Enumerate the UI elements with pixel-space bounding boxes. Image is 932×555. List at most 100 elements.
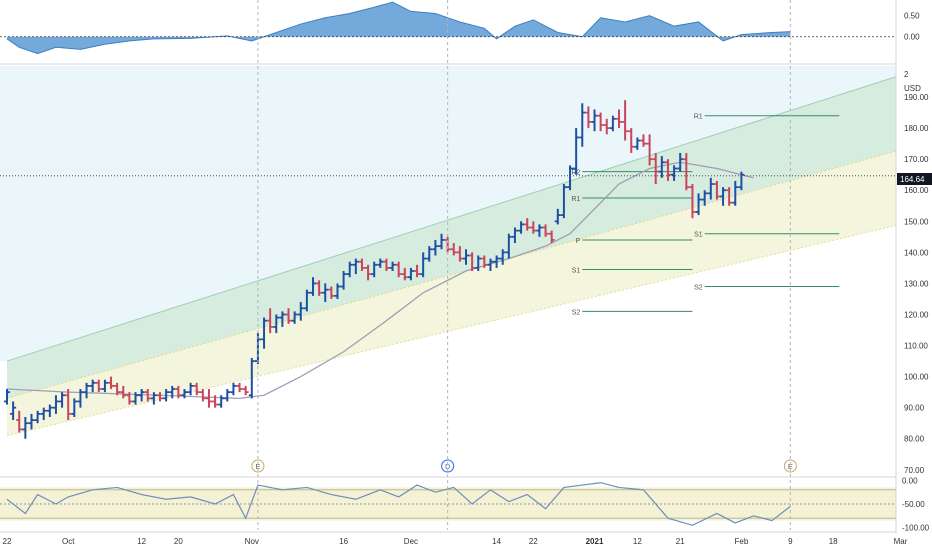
time-tick-label: 20 — [174, 537, 183, 546]
ohlc-bar — [52, 395, 59, 414]
ohlc-bar — [407, 267, 414, 281]
ohlc-bar — [738, 171, 745, 191]
ohlc-bar — [414, 264, 421, 278]
ohlc-bar — [481, 255, 488, 268]
time-tick-label: 9 — [788, 537, 793, 546]
ohlc-bar — [671, 165, 678, 181]
ohlc-bar — [10, 401, 17, 421]
ohlc-bar — [463, 249, 469, 265]
ohlc-bar — [169, 385, 176, 399]
ohlc-bar — [187, 382, 194, 396]
ohlc-bar — [720, 187, 727, 206]
price-tick-label: 90.00 — [904, 404, 925, 413]
ohlc-bar — [505, 233, 512, 259]
ohlc-bar — [683, 152, 690, 191]
ohlc-bar — [28, 413, 35, 430]
channel-upper-band — [7, 76, 896, 399]
pivot-label: R1 — [571, 196, 580, 203]
ohlc-bar — [83, 382, 90, 399]
ohlc-bar — [377, 258, 384, 268]
price-tick-label: 170.00 — [904, 155, 929, 164]
ohlc-bar — [242, 385, 249, 396]
ohlc-bar — [334, 283, 341, 299]
bottom-oscillator-tick-label: -50.00 — [902, 500, 925, 509]
ohlc-bar — [677, 152, 684, 172]
ohlc-bar — [322, 283, 329, 303]
ohlc-bar — [59, 392, 66, 408]
ohlc-bar — [16, 410, 23, 433]
ohlc-bar — [120, 385, 127, 399]
ohlc-bar — [297, 302, 304, 321]
channel-above-band — [0, 66, 896, 362]
ohlc-bar — [536, 224, 543, 237]
ohlc-bar — [95, 379, 102, 393]
ohlc-bar — [358, 258, 365, 271]
ohlc-bar — [267, 308, 274, 334]
ohlc-bar — [126, 392, 133, 405]
top-oscillator-area — [7, 2, 791, 54]
ohlc-bar — [530, 221, 537, 234]
bottom-oscillator-line — [6, 482, 791, 526]
top-oscillator-tick-label: 0.00 — [904, 33, 920, 42]
ohlc-bar — [340, 271, 347, 290]
ohlc-bar — [46, 404, 53, 417]
ohlc-bar — [236, 382, 243, 393]
ohlc-bar — [616, 109, 622, 129]
ohlc-bar — [622, 100, 629, 141]
ohlc-bar — [628, 128, 635, 153]
time-tick-label: 12 — [633, 537, 642, 546]
ohlc-bar — [199, 389, 206, 402]
ohlc-bar — [389, 261, 396, 271]
ohlc-bar — [101, 379, 108, 393]
time-tick-label: Mar — [894, 537, 908, 546]
ohlc-bar — [291, 311, 298, 324]
ohlc-bar — [701, 190, 708, 206]
ohlc-bar — [273, 314, 280, 334]
event-label: E — [788, 464, 793, 471]
ohlc-bar — [401, 267, 408, 281]
ohlc-bar — [438, 233, 445, 250]
ohlc-bar — [573, 128, 580, 175]
time-tick-label: 21 — [676, 537, 685, 546]
ohlc-bar — [4, 389, 10, 405]
ohlc-bar — [493, 255, 500, 268]
time-tick-label: 12 — [137, 537, 146, 546]
ohlc-bar — [395, 261, 402, 278]
ohlc-bar — [22, 416, 29, 439]
ohlc-bar — [658, 156, 665, 178]
pivot-label: S1 — [572, 267, 581, 274]
ohlc-bar — [603, 118, 610, 135]
last-price-label: 164.64 — [900, 175, 925, 184]
ohlc-bar — [114, 382, 121, 396]
ohlc-bar — [560, 184, 567, 219]
ohlc-bar — [591, 109, 598, 132]
ohlc-bar — [554, 208, 561, 225]
ohlc-bar — [689, 184, 696, 219]
time-tick-label: 22 — [3, 537, 12, 546]
ohlc-bar — [450, 243, 457, 256]
time-tick-label: Feb — [735, 537, 749, 546]
ohlc-bar — [365, 264, 372, 281]
ohlc-bar — [261, 317, 268, 349]
ohlc-bar — [108, 376, 115, 390]
top-oscillator-tick-label: 0.50 — [904, 12, 920, 21]
bottom-oscillator-tick-label: -100.00 — [902, 524, 930, 533]
ohlc-bar — [444, 236, 451, 253]
price-tick-label: 180.00 — [904, 124, 929, 133]
price-tick-label: 140.00 — [904, 248, 929, 257]
ohlc-bar — [646, 134, 653, 166]
pivot-label: S1 — [694, 232, 703, 239]
ohlc-bar — [597, 112, 604, 132]
ohlc-bar — [285, 308, 292, 324]
ohlc-bar — [138, 389, 145, 402]
ohlc-bar — [181, 389, 188, 399]
channel-lower-band — [7, 151, 896, 436]
ohlc-bar — [609, 115, 616, 132]
time-tick-label: 18 — [829, 537, 838, 546]
time-tick-label: 14 — [492, 537, 501, 546]
price-tick-label: 190.00 — [904, 93, 929, 102]
pivot-label: R1 — [694, 114, 703, 121]
